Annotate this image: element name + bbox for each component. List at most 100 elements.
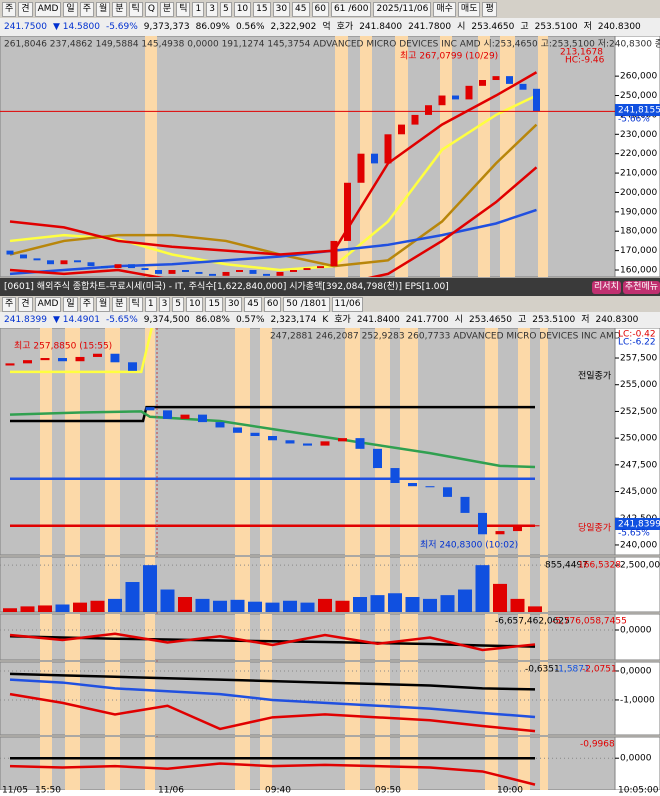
highlight-band [375, 737, 390, 790]
candle [74, 260, 81, 263]
volume-bar [300, 602, 315, 612]
toolbar-button[interactable]: 월 [95, 1, 111, 17]
toolbar-button[interactable]: 60 [263, 296, 282, 312]
toolbar-button[interactable]: 월 [95, 296, 111, 312]
highlight-band [375, 614, 390, 660]
candle [513, 525, 522, 532]
candle [163, 410, 172, 419]
y-tick-label: 180,000 [620, 227, 657, 237]
volume-bar [90, 600, 105, 612]
toolbar-button[interactable]: 틱 [128, 296, 143, 312]
candle [5, 363, 15, 366]
toolbar-button[interactable]: 30 [272, 1, 291, 17]
toolbar-button[interactable]: 61 /600 [330, 1, 372, 17]
toolbar-button[interactable]: 1 [144, 296, 157, 312]
x-tick-label: 11/05 [2, 786, 28, 796]
candle [411, 114, 419, 125]
highlight-band [105, 557, 120, 612]
toolbar-button[interactable]: 1 [192, 1, 205, 17]
toolbar-button[interactable]: 45 [292, 1, 310, 17]
annotation: 전일종가 [578, 371, 611, 382]
candle [180, 414, 190, 419]
candle [87, 262, 95, 267]
axis-area [614, 35, 660, 278]
menu-button[interactable]: 리서치 [592, 280, 621, 294]
toolbar-button[interactable]: 견 [18, 296, 33, 312]
highlight-band [65, 328, 80, 555]
highlight-band [360, 36, 372, 277]
price-label: 241,8399 [618, 520, 660, 530]
highlight-band [65, 737, 80, 790]
y-tick-label: -1,0000 [620, 695, 655, 705]
toolbar-button[interactable]: 일 [63, 1, 78, 17]
y-tick-label: 252,500 [620, 407, 657, 417]
highlight-band [485, 737, 498, 790]
toolbar-button[interactable]: 50 /1801 [283, 296, 330, 312]
window-title-text: [0601] 해외주식 종합차트-무료시세(미국) - IT, 주식수[1,62… [4, 281, 449, 292]
candle [478, 512, 487, 535]
quote-field: 0.56% [235, 21, 265, 32]
toolbar-button[interactable]: 분 [112, 1, 127, 17]
toolbar-button[interactable]: 주 [2, 296, 17, 312]
candle [357, 153, 365, 183]
y-tick-label: 210,000 [620, 169, 657, 179]
toolbar-button[interactable]: 10 [186, 296, 204, 312]
toolbar-button[interactable]: 45 [244, 296, 262, 312]
volume-bar [73, 602, 87, 612]
toolbar-button[interactable]: 평 [482, 1, 497, 17]
menu-button[interactable]: 추천메뉴 [622, 280, 660, 294]
volume-bar [335, 600, 350, 612]
toolbar-button[interactable]: 15 [205, 296, 223, 312]
candle [114, 264, 122, 269]
candle [317, 266, 324, 269]
toolbar-button[interactable]: 3 [158, 296, 171, 312]
toolbar-button[interactable]: 분 [112, 296, 127, 312]
volume-bar [38, 605, 52, 612]
highlight-band [235, 557, 250, 612]
toolbar-button[interactable]: AMD [34, 1, 62, 17]
quote-field: 86.09% [195, 21, 230, 32]
candle [47, 260, 54, 265]
toolbar-button[interactable]: 틱 [128, 1, 143, 17]
toolbar-button[interactable]: 60 [311, 1, 329, 17]
price-label: 213,1678 [560, 48, 603, 58]
toolbar-button[interactable]: 주 [79, 1, 94, 17]
candle [344, 182, 351, 241]
quote-field: 240.8300 [595, 314, 639, 325]
toolbar-button[interactable]: 30 [224, 296, 243, 312]
highlight-band [485, 662, 498, 735]
toolbar-button[interactable]: 매수 [433, 1, 456, 17]
toolbar-button[interactable]: 5 [219, 1, 232, 17]
toolbar-button[interactable]: 11/06 [331, 296, 364, 312]
line [9, 692, 536, 733]
panel [0, 736, 616, 791]
toolbar-button[interactable]: 주 [79, 296, 94, 312]
quote-field: 253.5100 [534, 21, 578, 32]
toolbar-button[interactable]: 5 [172, 296, 185, 312]
toolbar-button[interactable]: 분 [159, 1, 175, 17]
candle [492, 76, 500, 81]
candle [460, 496, 470, 513]
x-tick-label: 09:40 [265, 786, 291, 796]
toolbar-button[interactable]: 3 [206, 1, 218, 17]
toolbar-button[interactable]: 틱 [176, 1, 191, 17]
toolbar-button[interactable]: 견 [18, 1, 33, 17]
toolbar-button[interactable]: 2025/11/06 [373, 1, 432, 17]
candle [23, 360, 32, 364]
toolbar-button[interactable]: 10 [233, 1, 252, 17]
toolbar-button[interactable]: AMD [34, 296, 62, 312]
toolbar-button[interactable]: 15 [253, 1, 271, 17]
toolbar-button[interactable]: 주 [2, 1, 17, 17]
quote-field: 저 [583, 21, 592, 32]
toolbar-button[interactable]: 일 [63, 296, 78, 312]
candle [519, 83, 527, 90]
price-label: LC:-0.42 [618, 330, 656, 340]
candle [215, 422, 225, 428]
toolbar-button[interactable]: Q [144, 1, 158, 17]
axis-area [614, 327, 660, 556]
highlight-band [400, 328, 418, 555]
y-tick-label: 0,0000 [620, 666, 652, 676]
volume-bar [475, 565, 490, 612]
toolbar-button[interactable]: 매도 [457, 1, 481, 17]
